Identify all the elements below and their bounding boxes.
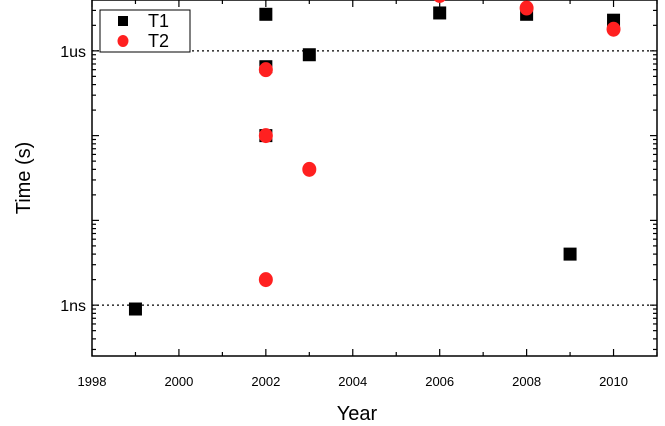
data-point-t2 bbox=[258, 272, 273, 288]
data-point-t2 bbox=[302, 161, 317, 177]
data-point-t2 bbox=[606, 21, 621, 37]
data-point-t2 bbox=[258, 128, 273, 144]
legend-box bbox=[99, 9, 191, 53]
x-tick-label: 2010 bbox=[599, 374, 628, 389]
x-tick-label: 1998 bbox=[78, 374, 107, 389]
x-tick-label: 2000 bbox=[164, 374, 193, 389]
x-axis-title: Year bbox=[337, 403, 378, 425]
x-tick-label: 2006 bbox=[425, 374, 454, 389]
data-point-t2 bbox=[434, 0, 446, 3]
data-point-t2 bbox=[258, 62, 273, 78]
legend-marker-t1 bbox=[118, 16, 128, 26]
y-tick-label: 1us bbox=[60, 44, 86, 61]
legend-label-t2: T2 bbox=[148, 31, 169, 51]
x-tick-label: 2008 bbox=[512, 374, 541, 389]
legend-label-t1: T1 bbox=[148, 11, 169, 31]
data-point-t1 bbox=[563, 247, 577, 261]
x-tick-label: 2004 bbox=[338, 374, 367, 389]
data-point-t1 bbox=[433, 6, 447, 20]
data-point-t2 bbox=[519, 0, 534, 16]
legend-marker-t2 bbox=[117, 35, 129, 47]
plot-frame bbox=[91, 0, 658, 357]
y-axis-title: Time (s) bbox=[13, 142, 35, 215]
x-tick-label: 2002 bbox=[251, 374, 280, 389]
data-point-t1 bbox=[302, 48, 316, 62]
data-point-t1 bbox=[259, 7, 273, 21]
y-tick-label: 1ns bbox=[60, 298, 86, 315]
data-point-t1 bbox=[128, 302, 142, 316]
